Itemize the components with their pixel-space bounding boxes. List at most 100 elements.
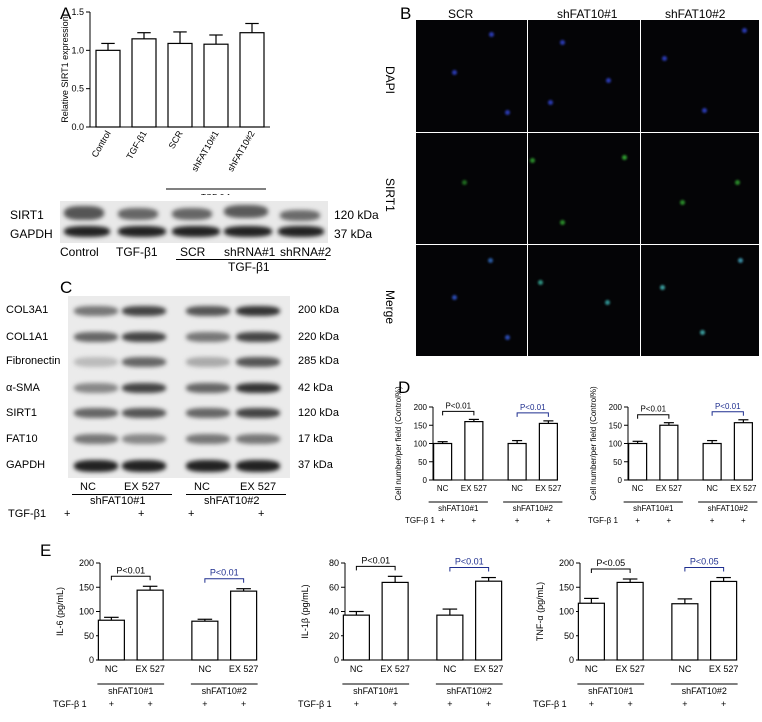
x-tick-label: NC — [198, 664, 211, 674]
y-axis-label: Cell number/per field (Control%) — [589, 386, 598, 501]
blot-c-band — [74, 383, 118, 393]
y-tick-label: 50 — [564, 631, 574, 641]
blot-c-band — [236, 460, 280, 472]
blot-c-band — [186, 408, 230, 418]
y-tick-label: 20 — [329, 631, 339, 641]
bar — [659, 424, 679, 481]
chart-e2-il1b: 0 20 40 60 80 IL-1β (pg/mL) NC EX 527 NC EX 527 P<… — [298, 555, 504, 709]
plus-sign: + — [472, 516, 477, 525]
blot-c-row-col1a1: COL1A1 — [6, 331, 49, 343]
plus-sign: + — [109, 699, 114, 709]
bar — [577, 602, 605, 661]
plus-sign: + — [627, 699, 632, 709]
y-tick-label: 150 — [559, 582, 574, 592]
blot-c-band — [236, 357, 280, 367]
y-tick-label: 0.0 — [71, 122, 84, 132]
bar — [97, 619, 125, 661]
blot-c-band — [122, 434, 166, 444]
y-tick-label: 100 — [79, 607, 94, 617]
y-tick-label: 0 — [618, 476, 623, 485]
bar — [95, 49, 121, 128]
group-label: shFAT10#1 — [588, 686, 633, 696]
y-axis-label: IL-6 (pg/mL) — [55, 587, 65, 636]
significance-bracket — [110, 575, 151, 581]
p-value-label: P<0.01 — [361, 555, 390, 565]
x-tick-label: NC — [585, 664, 598, 674]
bar — [538, 422, 558, 481]
blot-c-band — [122, 332, 166, 342]
blot-c-group-2: shFAT10#2 — [204, 495, 260, 507]
x-tick-label: NC — [105, 664, 118, 674]
blot-a-row-gapdh: GAPDH — [10, 227, 53, 241]
y-tick-label: 40 — [329, 607, 339, 617]
blot-c-band — [74, 306, 118, 316]
plus-sign: + — [546, 516, 551, 525]
y-tick-label: 1.5 — [71, 7, 84, 17]
p-value-label: P<0.05 — [690, 557, 719, 567]
y-tick-label: 200 — [414, 403, 428, 412]
bar — [131, 38, 157, 128]
blot-a-kda-gapdh: 37 kDa — [334, 227, 373, 241]
bar — [167, 42, 193, 128]
blot-c-row-fibronectin: Fibronectin — [6, 355, 61, 367]
y-axis-label: Relative SIRT1 expression — [60, 16, 70, 122]
chart-e3-tnfa: 0 50 100 150 200 TNF-α (pg/mL) NC EX 527 NC EX 52… — [533, 557, 739, 709]
plus-sign: + — [202, 699, 207, 709]
blot-c-tgf: TGF-β1 — [8, 508, 47, 520]
blot-c-kda-4: 120 kDa — [298, 407, 339, 419]
chart-e1-il6: 0 50 100 150 200 IL-6 (pg/mL) NC EX 527 NC EX 527… — [53, 558, 259, 709]
significance-bracket — [711, 411, 744, 416]
blot-c-row-asma: α-SMA — [6, 382, 40, 394]
significance-bracket — [516, 412, 549, 417]
x-tick-label: EX 527 — [709, 664, 739, 674]
blot-c-lane-nc2: NC — [194, 481, 210, 493]
group-label: shFAT10#1 — [108, 686, 153, 696]
bar — [191, 620, 219, 661]
plus-sign: + — [667, 516, 672, 525]
blot-c-kda-6: 37 kDa — [298, 459, 333, 471]
blot-c-band — [186, 332, 230, 342]
plus-sign: + — [392, 699, 397, 709]
blot-c-band — [186, 383, 230, 393]
p-value-label: P<0.01 — [116, 565, 145, 575]
plus-sign: + — [710, 516, 715, 525]
significance-bracket — [590, 568, 631, 574]
x-tick-label: SCR — [167, 129, 185, 151]
blot-a-kda-sirt1: 120 kDa — [334, 208, 379, 222]
panel-label-a: A — [60, 4, 72, 23]
bar — [436, 614, 464, 661]
x-tick-label: EX 527 — [229, 664, 259, 674]
bar — [230, 590, 258, 661]
blot-c-band — [74, 357, 118, 367]
bar — [136, 589, 164, 661]
x-tick-label: EX 527 — [474, 664, 504, 674]
y-tick-label: 100 — [414, 440, 428, 449]
blot-c-group-1: shFAT10#1 — [90, 495, 146, 507]
panel-label-c: C — [60, 278, 73, 297]
y-tick-label: 200 — [79, 558, 94, 568]
micrograph-grid — [416, 20, 759, 356]
x-tick-label: EX 527 — [461, 484, 488, 493]
plus-sign: + — [147, 699, 152, 709]
group-label: TGF-β 1 — [201, 193, 231, 195]
bar — [239, 32, 265, 128]
x-tick-label: EX 527 — [615, 664, 645, 674]
micro-row-dapi: DAPI — [383, 66, 397, 95]
x-tick-label: NC — [443, 664, 456, 674]
significance-bracket — [637, 414, 670, 419]
blot-c-kda-5: 17 kDa — [298, 433, 333, 445]
significance-bracket — [355, 565, 396, 571]
y-tick-label: 60 — [329, 582, 339, 592]
blot-c-row-sirt1: SIRT1 — [6, 407, 37, 419]
blot-c-band — [74, 332, 118, 342]
group-label: shFAT10#1 — [633, 504, 674, 513]
tgf-label: TGF-β 1 — [298, 699, 332, 709]
blot-c-plus-1: + — [64, 508, 71, 520]
blot-c-band — [74, 434, 118, 444]
y-tick-label: 50 — [84, 631, 94, 641]
y-tick-label: 50 — [613, 458, 622, 467]
y-tick-label: 0 — [334, 655, 339, 665]
x-tick-label: EX 527 — [656, 484, 683, 493]
blot-c-lane-ex2: EX 527 — [240, 481, 277, 493]
